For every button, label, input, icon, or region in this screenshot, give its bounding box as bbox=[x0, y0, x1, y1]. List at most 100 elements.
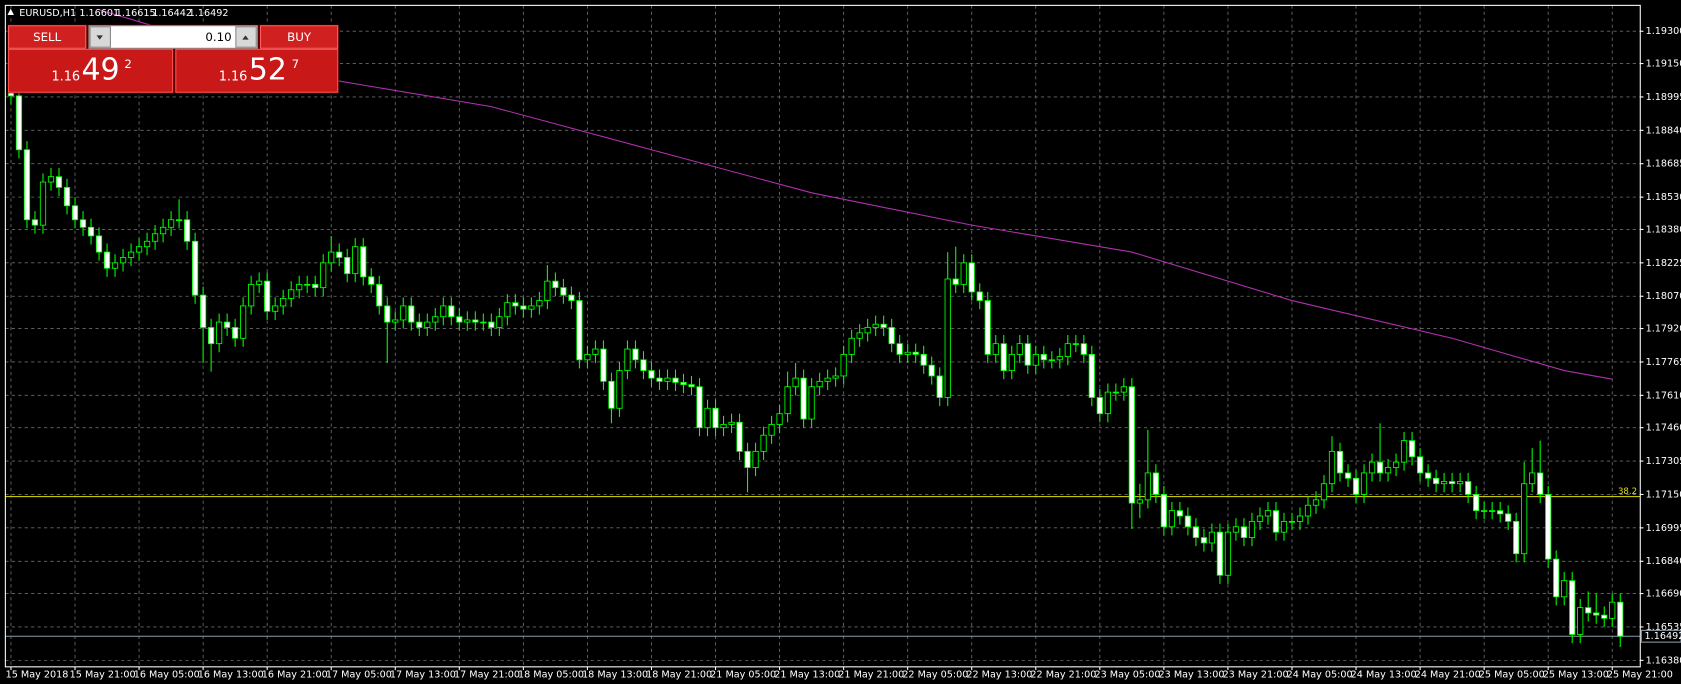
x-tick-label: 21 May 13:00 bbox=[774, 669, 840, 680]
x-tick-label: 15 May 2018 bbox=[6, 669, 69, 680]
y-tick-label: 1.17150 bbox=[1646, 489, 1681, 500]
candle-body bbox=[288, 289, 295, 299]
candle-body bbox=[192, 240, 199, 296]
candle-body bbox=[296, 283, 303, 291]
candle-body bbox=[624, 348, 631, 372]
candle-body bbox=[1008, 353, 1015, 372]
buy-label: BUY bbox=[287, 30, 312, 44]
candle-body bbox=[600, 348, 607, 382]
candle-body bbox=[127, 251, 135, 258]
sell-price-pips: 49 bbox=[81, 52, 119, 87]
candle-body bbox=[888, 327, 895, 345]
candle-body bbox=[1521, 483, 1528, 555]
candle-body bbox=[352, 246, 359, 275]
candle-body bbox=[1577, 607, 1584, 635]
y-tick-label: 1.18380 bbox=[1646, 224, 1681, 235]
candle-body bbox=[656, 377, 663, 382]
candle-body bbox=[1320, 483, 1328, 501]
y-tick-label: 1.16840 bbox=[1646, 556, 1681, 567]
candle-body bbox=[584, 353, 591, 361]
candle-body bbox=[760, 434, 767, 452]
candle-body bbox=[312, 283, 319, 289]
candle-body bbox=[151, 233, 159, 242]
buy-price-pips: 52 bbox=[249, 52, 287, 87]
candle-body bbox=[272, 305, 279, 312]
candle-body bbox=[1176, 510, 1184, 517]
candle-body bbox=[208, 327, 215, 345]
candle-body bbox=[71, 205, 79, 221]
y-tick-label: 1.17305 bbox=[1646, 456, 1681, 467]
header-low: 1.16442 bbox=[152, 8, 192, 19]
candle-body bbox=[360, 246, 367, 278]
candle-body bbox=[1224, 531, 1232, 576]
candle-body bbox=[1256, 515, 1264, 522]
candle-body bbox=[1328, 450, 1336, 485]
candle-body bbox=[440, 305, 447, 318]
candle-body bbox=[800, 377, 807, 420]
candle-body bbox=[392, 319, 399, 323]
candle-body bbox=[280, 297, 287, 307]
lot-input[interactable] bbox=[88, 25, 258, 49]
candle-body bbox=[768, 424, 775, 436]
arrow-down bbox=[96, 35, 103, 40]
plot-area: 38.2 bbox=[5, 5, 1641, 667]
candle-body bbox=[1056, 356, 1063, 361]
candle-body bbox=[1232, 526, 1240, 533]
y-tick-label: 1.17610 bbox=[1646, 390, 1681, 401]
y-tick-label: 1.17920 bbox=[1646, 324, 1681, 335]
buy-price-box[interactable] bbox=[175, 48, 339, 93]
candle-body bbox=[776, 413, 783, 425]
candle-body bbox=[1128, 386, 1135, 504]
y-tick-label: 1.18685 bbox=[1646, 159, 1681, 170]
candle-body bbox=[1048, 359, 1055, 362]
candle-body bbox=[944, 278, 951, 398]
candle-body bbox=[808, 386, 815, 420]
sell-price-box[interactable] bbox=[8, 48, 174, 93]
y-tick-label: 1.16995 bbox=[1646, 523, 1681, 534]
candle-body bbox=[816, 380, 823, 388]
candle-body bbox=[1208, 531, 1216, 544]
buy-button[interactable] bbox=[259, 25, 339, 49]
candle-body bbox=[1432, 477, 1440, 485]
candle-body bbox=[1024, 343, 1031, 366]
candle-body bbox=[936, 375, 943, 398]
candle-body bbox=[784, 386, 791, 415]
sell-button[interactable] bbox=[8, 25, 87, 49]
x-tick-label: 22 May 05:00 bbox=[902, 669, 968, 680]
candle-body bbox=[103, 251, 111, 269]
moving-average bbox=[98, 9, 1613, 380]
y-tick-label: 1.18225 bbox=[1646, 258, 1681, 269]
candle-body bbox=[912, 351, 919, 355]
candle-body bbox=[544, 280, 551, 301]
candle-body bbox=[752, 450, 759, 468]
x-tick-label: 18 May 13:00 bbox=[582, 669, 648, 680]
candle-body bbox=[1400, 440, 1408, 463]
candle-body bbox=[848, 337, 855, 355]
x-tick-label: 25 May 13:00 bbox=[1543, 669, 1609, 680]
buy-price-fraction: 7 bbox=[292, 57, 300, 71]
chart-header: EURUSD,H1 1.16601 1.16615 1.16442 1.1649… bbox=[19, 8, 228, 19]
candle-body bbox=[920, 353, 927, 366]
candle-body bbox=[1593, 612, 1600, 616]
trade-panel: SELL 0.10 BUY 1.16 49 2 1.16 52 7 bbox=[7, 24, 339, 94]
candle-body bbox=[344, 257, 351, 275]
candle-body bbox=[39, 181, 47, 226]
candle-body bbox=[496, 316, 503, 328]
candle-body bbox=[1376, 461, 1384, 474]
candle-body bbox=[23, 149, 31, 221]
candle-body bbox=[1272, 510, 1280, 533]
candle-body bbox=[992, 343, 999, 355]
y-tick-label: 1.19300 bbox=[1646, 26, 1681, 37]
candle-body bbox=[1040, 353, 1047, 361]
collapse-icon[interactable] bbox=[7, 8, 14, 16]
candle-body bbox=[1497, 510, 1504, 515]
candle-body bbox=[264, 280, 271, 312]
candle-body bbox=[336, 251, 343, 258]
candle-body bbox=[216, 321, 223, 345]
candle-body bbox=[880, 323, 887, 328]
candle-body bbox=[1064, 343, 1071, 358]
x-tick-label: 22 May 21:00 bbox=[1030, 669, 1096, 680]
candle-body bbox=[1032, 353, 1039, 366]
candle-body bbox=[488, 321, 495, 328]
